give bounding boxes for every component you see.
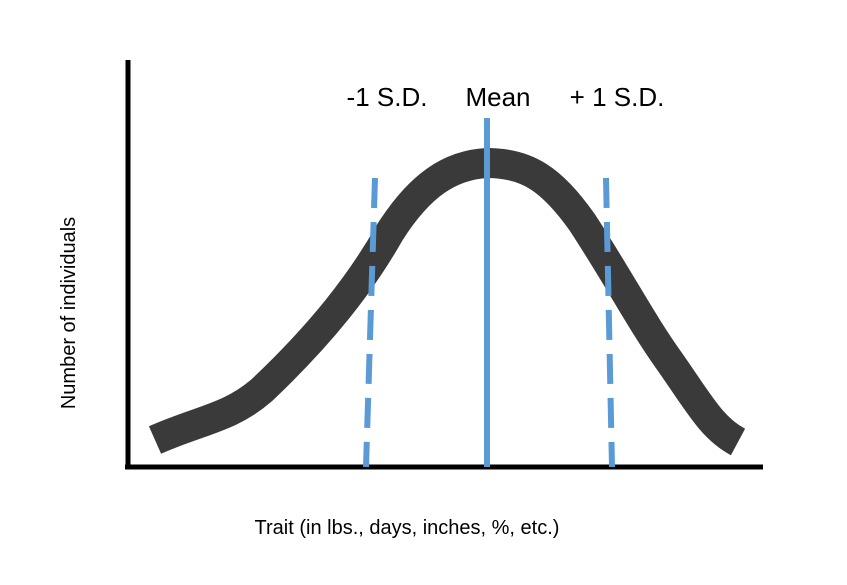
minus-sd-label: -1 S.D. (347, 82, 428, 112)
minus-sd-line (363, 177, 378, 468)
plus-sd-line (603, 177, 615, 468)
bell-curve (148, 147, 746, 456)
mean-label: Mean (465, 82, 530, 112)
plus-sd-label: + 1 S.D. (570, 82, 665, 112)
y-axis-label: Number of individuals (58, 217, 80, 409)
x-axis-label: Trait (in lbs., days, inches, %, etc.) (255, 517, 560, 539)
